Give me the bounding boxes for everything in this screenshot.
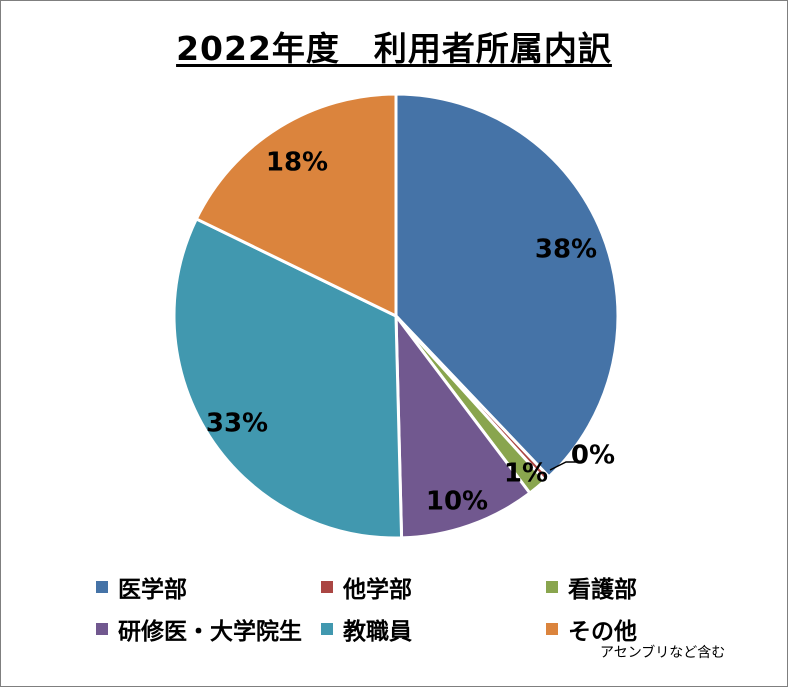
data-label: 38% [535, 235, 597, 265]
data-label: 0% [571, 441, 615, 471]
footnote: アセンブリなど含む [600, 645, 726, 661]
data-label: 33% [206, 409, 268, 439]
legend-swatch [321, 581, 333, 593]
legend-label: 研修医・大学院生 [118, 619, 302, 645]
legend-item: 他学部 [321, 570, 412, 604]
legend-swatch [546, 581, 558, 593]
legend-swatch [96, 623, 108, 635]
leader-lines [549, 461, 576, 471]
legend-item: 研修医・大学院生 [96, 612, 302, 646]
pie-slice [194, 92, 398, 318]
legend-label: 医学部 [118, 577, 187, 603]
pie-slices [172, 92, 620, 540]
data-label: 10% [426, 487, 488, 517]
data-label: 18% [266, 148, 328, 178]
data-label: 1% [504, 459, 548, 489]
data-labels: 38% 0% 1% 10% 33% 18% [206, 148, 615, 517]
legend-label: 他学部 [343, 577, 412, 603]
pie-slice [172, 217, 404, 540]
legend-item: 看護部 [546, 570, 637, 604]
legend-label: 看護部 [568, 577, 637, 603]
pie-slice [394, 92, 620, 479]
legend-label: 教職員 [343, 619, 412, 645]
legend-item: 教職員 [321, 612, 412, 646]
chart-title: 2022年度 利用者所属内訳 [176, 29, 612, 68]
legend-swatch [546, 623, 558, 635]
legend-item: 医学部 [96, 570, 187, 604]
legend-label: その他 [568, 619, 637, 645]
legend-item: その他 [546, 612, 637, 646]
legend-swatch [96, 581, 108, 593]
legend-swatch [321, 623, 333, 635]
pie-slice [394, 314, 532, 540]
leader-line [549, 461, 576, 471]
